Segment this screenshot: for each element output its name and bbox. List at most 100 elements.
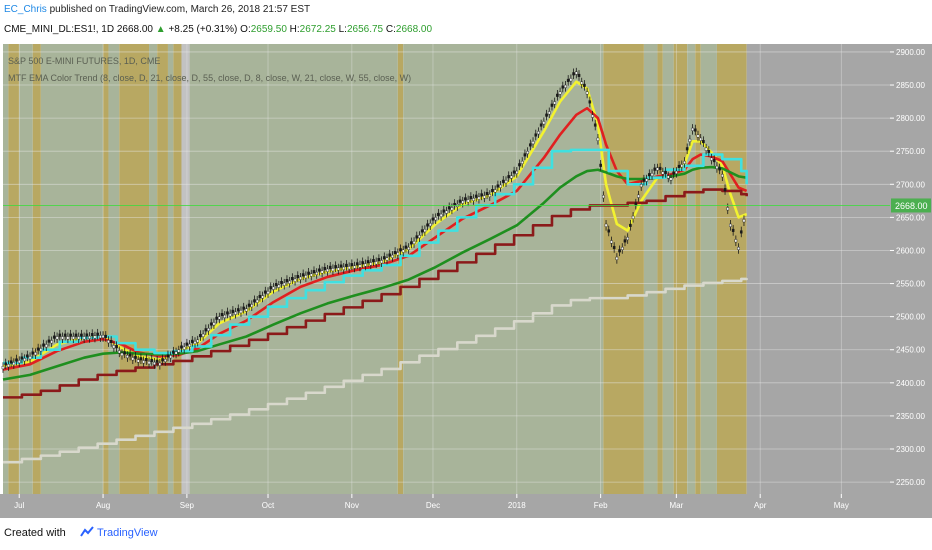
price-candle bbox=[50, 340, 53, 344]
trend-region bbox=[40, 44, 104, 494]
created-with-text: Created with bbox=[4, 527, 66, 539]
price-candle bbox=[320, 270, 324, 274]
price-candle bbox=[93, 335, 97, 339]
price-candle bbox=[353, 265, 356, 269]
price-candle bbox=[488, 194, 492, 198]
price-candle bbox=[307, 271, 310, 275]
trend-region bbox=[149, 44, 158, 494]
price-candle bbox=[493, 189, 497, 193]
price-candle bbox=[36, 347, 40, 351]
trend-region bbox=[108, 44, 120, 494]
price-axis: 2250.00 2300.00 2350.00 2400.00 2450.00 2500.… bbox=[890, 44, 932, 494]
price-candle bbox=[377, 258, 381, 262]
price-candle bbox=[239, 310, 243, 314]
price-candle bbox=[658, 166, 662, 170]
price-candle bbox=[136, 359, 140, 363]
price-candle bbox=[264, 290, 267, 294]
price-candle bbox=[537, 131, 540, 135]
open-value: 2659.50 bbox=[250, 24, 287, 35]
price-candle bbox=[477, 196, 481, 200]
price-candle bbox=[145, 358, 148, 362]
price-candle bbox=[547, 111, 551, 115]
price-candle bbox=[631, 215, 635, 219]
price-candle bbox=[272, 286, 275, 290]
price-candle bbox=[1, 366, 5, 370]
price-change: +8.25 (+0.31%) bbox=[168, 24, 238, 35]
price-candle bbox=[610, 240, 613, 244]
price-axis-label: 2250.00 bbox=[896, 478, 925, 487]
price-candle bbox=[266, 291, 270, 295]
price-candle bbox=[253, 299, 256, 303]
trend-region bbox=[662, 44, 674, 494]
price-candle bbox=[115, 345, 118, 349]
price-candle bbox=[607, 229, 611, 233]
price-candle bbox=[710, 157, 713, 161]
price-axis-label: 2350.00 bbox=[896, 412, 925, 421]
price-candle bbox=[723, 188, 727, 192]
price-candle bbox=[207, 328, 210, 332]
price-candle bbox=[134, 355, 137, 359]
price-chart[interactable]: 2250.00 2300.00 2350.00 2400.00 2450.00 2500.… bbox=[0, 44, 932, 518]
price-candle bbox=[328, 265, 332, 269]
price-candle bbox=[345, 263, 348, 267]
price-candle bbox=[648, 173, 651, 177]
price-candle bbox=[675, 170, 678, 174]
series-line bbox=[3, 188, 748, 399]
trend-region bbox=[673, 44, 688, 494]
price-candle bbox=[699, 137, 703, 141]
price-candle bbox=[696, 134, 700, 138]
price-candle bbox=[315, 271, 318, 276]
price-candle bbox=[612, 245, 616, 250]
price-candle bbox=[172, 350, 175, 354]
price-candle bbox=[702, 140, 705, 144]
price-candle bbox=[602, 195, 605, 199]
legend-indicator: MTF EMA Color Trend (8, close, D, 21, cl… bbox=[8, 73, 411, 83]
price-candle bbox=[539, 123, 543, 127]
trend-region bbox=[119, 44, 150, 494]
tradingview-logo-icon bbox=[80, 526, 94, 537]
price-candle bbox=[742, 219, 746, 223]
price-candle bbox=[572, 72, 575, 76]
price-candle bbox=[63, 333, 67, 337]
trend-region bbox=[716, 44, 747, 494]
author-link[interactable]: EC_Chris bbox=[4, 4, 47, 15]
price-candle bbox=[385, 257, 389, 261]
price-candle bbox=[729, 223, 732, 227]
price-candle bbox=[174, 351, 178, 355]
price-candle bbox=[721, 174, 724, 178]
price-candle bbox=[31, 351, 35, 355]
price-candle bbox=[739, 230, 743, 234]
price-candle bbox=[199, 334, 202, 338]
price-candle bbox=[212, 322, 216, 326]
price-candle bbox=[734, 239, 738, 243]
price-candle bbox=[258, 294, 262, 298]
price-candle bbox=[364, 263, 367, 267]
price-candle bbox=[423, 229, 427, 233]
price-candle bbox=[153, 361, 156, 365]
price-candle bbox=[77, 336, 81, 340]
price-candle bbox=[204, 328, 208, 332]
tradingview-brand-link[interactable]: TradingView bbox=[97, 527, 158, 539]
price-candle bbox=[120, 352, 124, 356]
series-line bbox=[3, 277, 748, 464]
price-candle bbox=[666, 175, 670, 179]
price-candle bbox=[85, 333, 89, 337]
price-candle bbox=[9, 360, 13, 364]
price-candle bbox=[485, 192, 489, 196]
price-candle bbox=[285, 279, 289, 283]
price-candle bbox=[301, 273, 305, 277]
price-candle bbox=[166, 354, 170, 358]
price-candle bbox=[575, 71, 578, 75]
price-candle bbox=[242, 306, 245, 310]
price-candle bbox=[236, 308, 240, 312]
price-candle bbox=[347, 266, 351, 270]
time-axis-label: May bbox=[834, 501, 849, 510]
price-candle bbox=[58, 333, 62, 337]
price-candle bbox=[618, 249, 621, 253]
time-axis-label: Dec bbox=[426, 501, 440, 510]
trend-region bbox=[167, 44, 174, 494]
price-candle bbox=[396, 252, 400, 256]
price-candle bbox=[337, 267, 340, 271]
legend-title: S&P 500 E-MINI FUTURES, 1D, CME bbox=[8, 56, 160, 66]
price-candle bbox=[34, 352, 37, 356]
